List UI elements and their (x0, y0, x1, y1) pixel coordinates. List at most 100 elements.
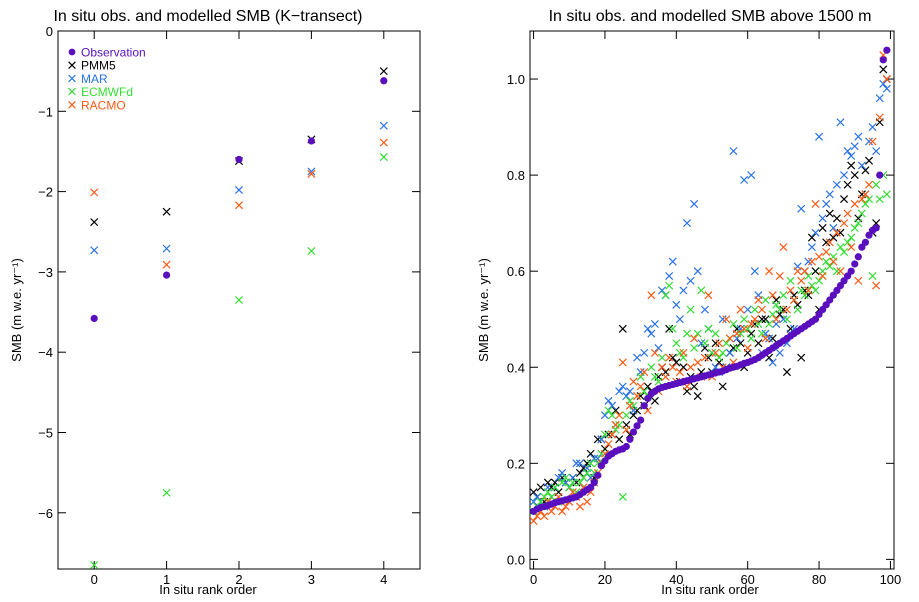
left-panel: In situ obs. and modelled SMB (K−transec… (9, 8, 421, 597)
right-pmm5-point (611, 406, 620, 415)
right-racmo-point (768, 291, 777, 300)
right-racmo-point (793, 267, 802, 276)
right-racmo-point (690, 334, 699, 343)
right-pmm5-point (829, 233, 838, 242)
right-mar-point (750, 267, 759, 276)
right-racmo-point (779, 243, 788, 252)
right-mar-point (850, 142, 859, 151)
right-mar-point (650, 319, 659, 329)
right-racmo-point (822, 247, 831, 256)
right-mar-point (864, 137, 874, 146)
right-mar-point (665, 271, 674, 281)
right-pmm5-point (530, 488, 538, 497)
right-ecmwfd-point (782, 315, 791, 324)
right-racmo-point (868, 137, 877, 146)
right-mar-point (654, 344, 663, 353)
right-observation-point (626, 435, 634, 443)
right-mar-point (815, 132, 824, 141)
right-ecmwfd-point (579, 473, 588, 482)
legend-marker-ecmwfd (68, 87, 76, 96)
left-observation-point (163, 271, 171, 279)
right-pmm5-point (807, 233, 816, 242)
right-racmo-point (700, 353, 709, 362)
right-ecmwfd-point (650, 372, 659, 381)
left-pmm5-point (90, 218, 99, 227)
left-x-tick-label: 1 (163, 572, 170, 587)
right-racmo-point (765, 267, 774, 276)
right-pmm5-point (847, 161, 856, 170)
right-racmo-point (775, 271, 784, 281)
right-x-tick-label: 100 (880, 572, 902, 587)
right-pmm5-point (836, 228, 845, 237)
legend-label-mar: MAR (81, 72, 108, 86)
right-mar-point (600, 411, 609, 420)
left-y-tick-label: −2 (38, 185, 53, 200)
legend-label-observation: Observation (81, 46, 146, 60)
right-ecmwfd-point (864, 195, 874, 204)
right-mar-point (797, 204, 806, 213)
right-mar-point (658, 286, 667, 295)
right-ecmwfd-point (804, 271, 813, 281)
right-ecmwfd-point (604, 406, 613, 415)
right-racmo-point (790, 295, 799, 305)
right-racmo-point (558, 507, 567, 516)
right-pmm5-point (718, 382, 727, 391)
right-ecmwfd-point (822, 257, 831, 266)
right-mar-point (857, 161, 866, 170)
left-ecmwfd-point (162, 488, 171, 497)
right-mar-point (590, 454, 599, 463)
right-ecmwfd-point (675, 348, 684, 357)
right-ecmwfd-point (697, 286, 706, 295)
right-pmm5-point (615, 435, 624, 444)
right-ecmwfd-point (647, 363, 656, 372)
right-racmo-point (811, 199, 820, 208)
right-racmo-point (658, 363, 667, 372)
right-racmo-point (832, 228, 841, 237)
right-pmm5-point (811, 267, 820, 276)
right-ecmwfd-point (722, 339, 731, 348)
left-ecmwfd-point (379, 153, 388, 162)
right-mar-point (832, 180, 841, 189)
legend-marker-racmo (68, 100, 76, 109)
right-racmo-point (800, 267, 809, 276)
right-ecmwfd-point (861, 199, 870, 208)
right-mar-point (668, 257, 677, 266)
right-mar-point (533, 492, 542, 501)
right-observation-point (629, 428, 638, 436)
right-x-tick-label: 40 (669, 572, 683, 587)
right-racmo-point (650, 348, 659, 357)
right-pmm5-point (668, 353, 677, 362)
right-ecmwfd-point (636, 372, 645, 381)
right-mar-point (825, 190, 834, 199)
right-ecmwfd-point (543, 488, 552, 497)
right-racmo-point (807, 257, 816, 266)
right-mar-point (572, 459, 581, 468)
right-racmo-point (583, 497, 592, 506)
right-ecmwfd-point (629, 401, 638, 410)
right-mar-point (882, 84, 891, 93)
right-marks (530, 46, 891, 525)
right-pmm5-point (547, 483, 556, 492)
right-mar-point (729, 147, 738, 156)
right-mar-point (618, 382, 627, 391)
right-ecmwfd-point (775, 305, 784, 314)
right-ecmwfd-point (768, 310, 777, 319)
right-racmo-point (747, 319, 756, 329)
right-observation-point (876, 171, 884, 179)
right-observation-point (883, 46, 891, 54)
right-racmo-point (864, 180, 874, 189)
left-y-tick-label: −5 (38, 425, 53, 440)
right-x-axis-label: In situ rank order (661, 582, 759, 597)
right-x-tick-label: 0 (530, 572, 537, 587)
left-y-tick-label: −6 (38, 506, 53, 521)
right-racmo-point (732, 329, 742, 338)
right-pmm5-point (636, 392, 645, 401)
left-y-axis-label: SMB (m w.e. yr⁻¹) (9, 258, 24, 362)
left-marks (90, 67, 388, 569)
right-pmm5-point (672, 358, 681, 367)
right-ecmwfd-point (597, 449, 606, 458)
right-racmo-point (625, 401, 634, 410)
right-pmm5-point (825, 209, 834, 218)
right-racmo-point (736, 305, 745, 314)
